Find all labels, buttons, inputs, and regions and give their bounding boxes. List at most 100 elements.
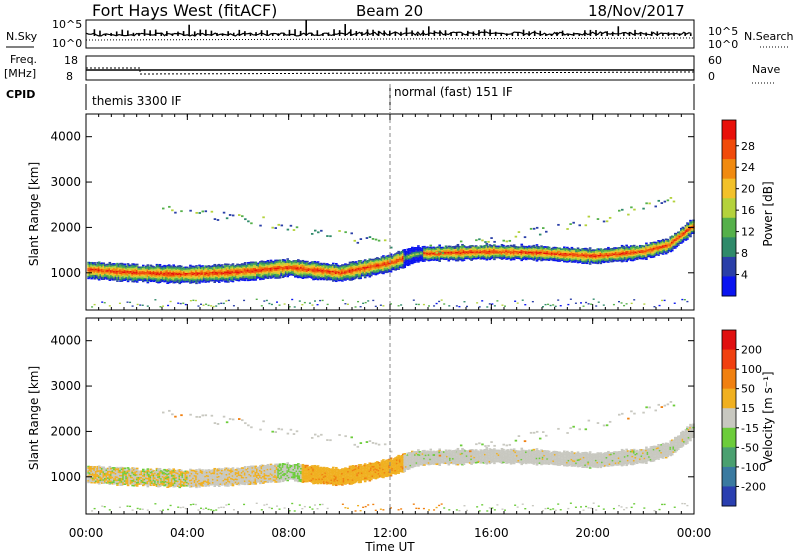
power-cell bbox=[325, 266, 329, 268]
power-cell bbox=[502, 249, 505, 252]
power-cell bbox=[183, 276, 186, 278]
power-cell bbox=[368, 258, 372, 261]
power-cell bbox=[488, 245, 492, 248]
velocity-cell bbox=[97, 465, 101, 468]
power-cell bbox=[145, 265, 148, 268]
power-cell bbox=[549, 254, 552, 257]
nsky-spike bbox=[193, 31, 196, 36]
power-cell bbox=[207, 265, 210, 267]
power-cell bbox=[631, 245, 635, 247]
power-cell bbox=[596, 259, 600, 261]
power-cell bbox=[407, 254, 411, 257]
power-cell bbox=[303, 276, 306, 279]
power-cell bbox=[493, 253, 496, 256]
nsky-spike bbox=[589, 29, 592, 36]
power-cell bbox=[476, 302, 479, 304]
power-cell bbox=[301, 263, 305, 265]
power-cell bbox=[447, 248, 451, 251]
velocity-cell bbox=[176, 483, 180, 486]
velocity-cell bbox=[107, 480, 110, 483]
power-cell bbox=[411, 256, 414, 258]
power-cell bbox=[217, 271, 221, 274]
power-cell bbox=[251, 271, 255, 273]
power-cell bbox=[438, 247, 441, 250]
power-cell bbox=[265, 299, 268, 302]
power-cell bbox=[584, 224, 588, 227]
power-cell bbox=[473, 252, 476, 255]
power-cell bbox=[391, 268, 394, 271]
velocity-cell bbox=[120, 477, 124, 480]
power-cell bbox=[579, 259, 583, 261]
power-cell bbox=[263, 277, 267, 279]
power-cell bbox=[499, 246, 502, 248]
velocity-cell bbox=[129, 478, 133, 480]
power-cell bbox=[566, 249, 569, 252]
power-cell bbox=[347, 267, 350, 269]
power-cell bbox=[380, 267, 384, 270]
power-cell bbox=[187, 272, 191, 275]
power-cell bbox=[217, 276, 221, 279]
power-cell bbox=[365, 237, 369, 239]
power-cell bbox=[652, 241, 656, 244]
power-cell bbox=[186, 268, 189, 270]
power-cell bbox=[623, 304, 626, 307]
power-cell bbox=[456, 259, 460, 262]
velocity-cell bbox=[137, 475, 141, 477]
power-cell bbox=[249, 269, 253, 272]
power-cell bbox=[540, 258, 543, 260]
power-cell bbox=[456, 245, 460, 248]
velocity-cell bbox=[169, 482, 172, 484]
power-cell bbox=[324, 274, 327, 277]
power-cell bbox=[114, 276, 118, 279]
power-cell bbox=[93, 263, 96, 266]
power-cell bbox=[359, 274, 362, 276]
power-cell bbox=[241, 215, 244, 218]
power-cell bbox=[116, 267, 119, 270]
power-cell bbox=[487, 252, 490, 255]
power-cell bbox=[330, 276, 334, 279]
power-cell bbox=[626, 257, 630, 259]
power-cell bbox=[341, 265, 344, 268]
power-cell bbox=[196, 278, 200, 281]
velocity-cell bbox=[93, 472, 96, 475]
nsky-spike bbox=[199, 29, 202, 36]
power-cell bbox=[632, 246, 636, 248]
power-cell bbox=[129, 264, 133, 267]
power-cell bbox=[220, 302, 223, 305]
power-cell bbox=[246, 279, 250, 282]
power-cell bbox=[407, 262, 411, 264]
power-cell bbox=[430, 247, 434, 250]
power-cell bbox=[508, 246, 511, 249]
power-cell bbox=[306, 276, 309, 279]
nsky-trace bbox=[85, 20, 695, 41]
power-cell bbox=[225, 271, 229, 274]
power-cell bbox=[473, 254, 476, 256]
velocity-cell bbox=[169, 472, 172, 475]
power-cell bbox=[675, 245, 679, 248]
nsky-spike bbox=[545, 33, 547, 36]
power-cell bbox=[599, 248, 603, 250]
power-cell bbox=[469, 246, 472, 249]
power-cell bbox=[318, 274, 321, 277]
power-cell bbox=[350, 264, 353, 267]
power-cell bbox=[417, 253, 420, 255]
power-cell bbox=[470, 252, 473, 255]
power-cell bbox=[275, 269, 279, 271]
power-cell bbox=[456, 243, 460, 246]
power-cell bbox=[613, 259, 616, 262]
power-cell bbox=[93, 271, 96, 274]
velocity-cell bbox=[145, 472, 148, 475]
velocity-cell bbox=[149, 481, 153, 483]
power-cell bbox=[146, 305, 149, 307]
power-cell bbox=[398, 255, 402, 257]
power-cell bbox=[213, 281, 217, 283]
power-cell bbox=[125, 267, 128, 269]
power-cell bbox=[628, 254, 631, 257]
power-cell bbox=[490, 254, 493, 256]
power-cell bbox=[189, 269, 192, 272]
power-cell bbox=[681, 234, 685, 237]
power-cell bbox=[383, 260, 387, 262]
power-cell bbox=[151, 278, 154, 280]
nsky-spike bbox=[327, 32, 330, 36]
power-cell bbox=[578, 251, 581, 254]
